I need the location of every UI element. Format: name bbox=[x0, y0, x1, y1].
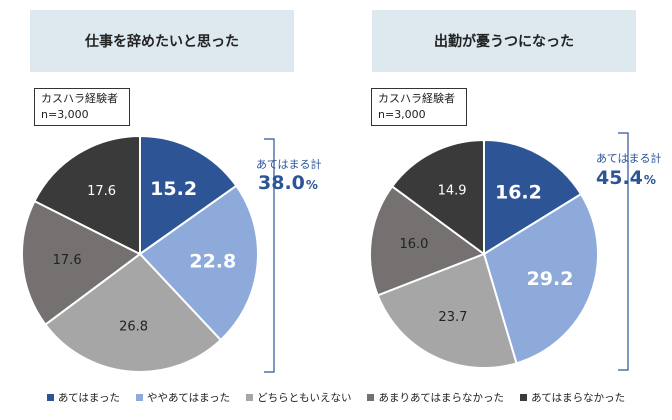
legend-label-4: あまりあてはまらなかった bbox=[378, 392, 505, 404]
chart-1-total-unit: % bbox=[305, 178, 318, 192]
legend-swatch-3 bbox=[246, 394, 254, 401]
chart-2-total-unit: % bbox=[643, 173, 656, 187]
legend-item-3: どちらともいえない bbox=[246, 390, 351, 405]
legend-item-1: あてはまった bbox=[46, 390, 120, 405]
legend-item-2: ややあてはまった bbox=[136, 390, 230, 405]
chart-2-title: 出勤が憂うつになった bbox=[372, 10, 636, 72]
chart-1-total-label: あてはまる計 bbox=[256, 158, 322, 171]
chart-1-sample-size: n=3,000 bbox=[41, 108, 89, 121]
chart-2-data-label-3: 23.7 bbox=[438, 310, 467, 325]
legend-swatch-5 bbox=[520, 394, 528, 401]
chart-2-data-label-1: 16.2 bbox=[495, 181, 542, 203]
chart-1-data-label-5: 17.6 bbox=[87, 184, 116, 199]
chart-2-total-number: 45.4 bbox=[596, 167, 643, 189]
chart-1-slice-1 bbox=[139, 134, 238, 256]
legend-label-5: あてはまらなかった bbox=[531, 392, 626, 404]
chart-1-slice-4 bbox=[21, 199, 142, 326]
chart-1-data-label-3: 26.8 bbox=[119, 319, 148, 334]
legend-swatch-2 bbox=[136, 394, 143, 401]
chart-1-data-label-1: 15.2 bbox=[150, 178, 197, 200]
chart-1-total-value: 38.0% bbox=[258, 172, 318, 194]
chart-1-slice-5 bbox=[33, 134, 141, 256]
legend-swatch-1 bbox=[46, 394, 54, 401]
chart-1-data-label-4: 17.6 bbox=[53, 253, 82, 268]
chart-2-sample-size: n=3,000 bbox=[378, 108, 426, 121]
chart-2-total-bracket bbox=[618, 132, 629, 371]
chart-2-total-value: 45.4% bbox=[596, 167, 656, 189]
legend-item-5: あてはまらなかった bbox=[520, 390, 625, 405]
chart-2-slice-5 bbox=[390, 138, 485, 256]
chart-2-sample-label: カスハラ経験者 bbox=[378, 92, 455, 105]
chart-1-data-label-2: 22.8 bbox=[189, 250, 236, 272]
legend-label-3: どちらともいえない bbox=[257, 392, 352, 404]
chart-2-slice-4 bbox=[369, 185, 487, 297]
chart-1-sample-box: カスハラ経験者 n=3,000 bbox=[34, 88, 130, 126]
chart-1-total-number: 38.0 bbox=[258, 172, 305, 194]
legend-label-1: あてはまった bbox=[57, 392, 120, 404]
legend: あてはまった ややあてはまった どちらともいえない あまりあてはまらなかった あ… bbox=[0, 390, 672, 405]
chart-2-slice-1 bbox=[483, 138, 583, 256]
chart-2-total-label: あてはまる計 bbox=[596, 152, 662, 165]
legend-item-4: あまりあてはまらなかった bbox=[367, 390, 504, 405]
chart-2-data-label-4: 16.0 bbox=[399, 237, 428, 252]
legend-label-2: ややあてはまった bbox=[147, 392, 231, 404]
chart-2-data-label-2: 29.2 bbox=[527, 268, 574, 290]
chart-1-slice-3 bbox=[44, 252, 223, 373]
legend-swatch-4 bbox=[367, 394, 375, 401]
chart-2-slice-2 bbox=[482, 192, 599, 365]
chart-1-title: 仕事を辞めたいと思った bbox=[30, 10, 294, 72]
chart-1-total-bracket bbox=[264, 138, 275, 373]
chart-2-data-label-5: 14.9 bbox=[438, 183, 467, 198]
chart-2-sample-box: カスハラ経験者 n=3,000 bbox=[371, 88, 467, 126]
chart-1-sample-label: カスハラ経験者 bbox=[41, 92, 118, 105]
chart-1-slice-2 bbox=[138, 184, 259, 342]
